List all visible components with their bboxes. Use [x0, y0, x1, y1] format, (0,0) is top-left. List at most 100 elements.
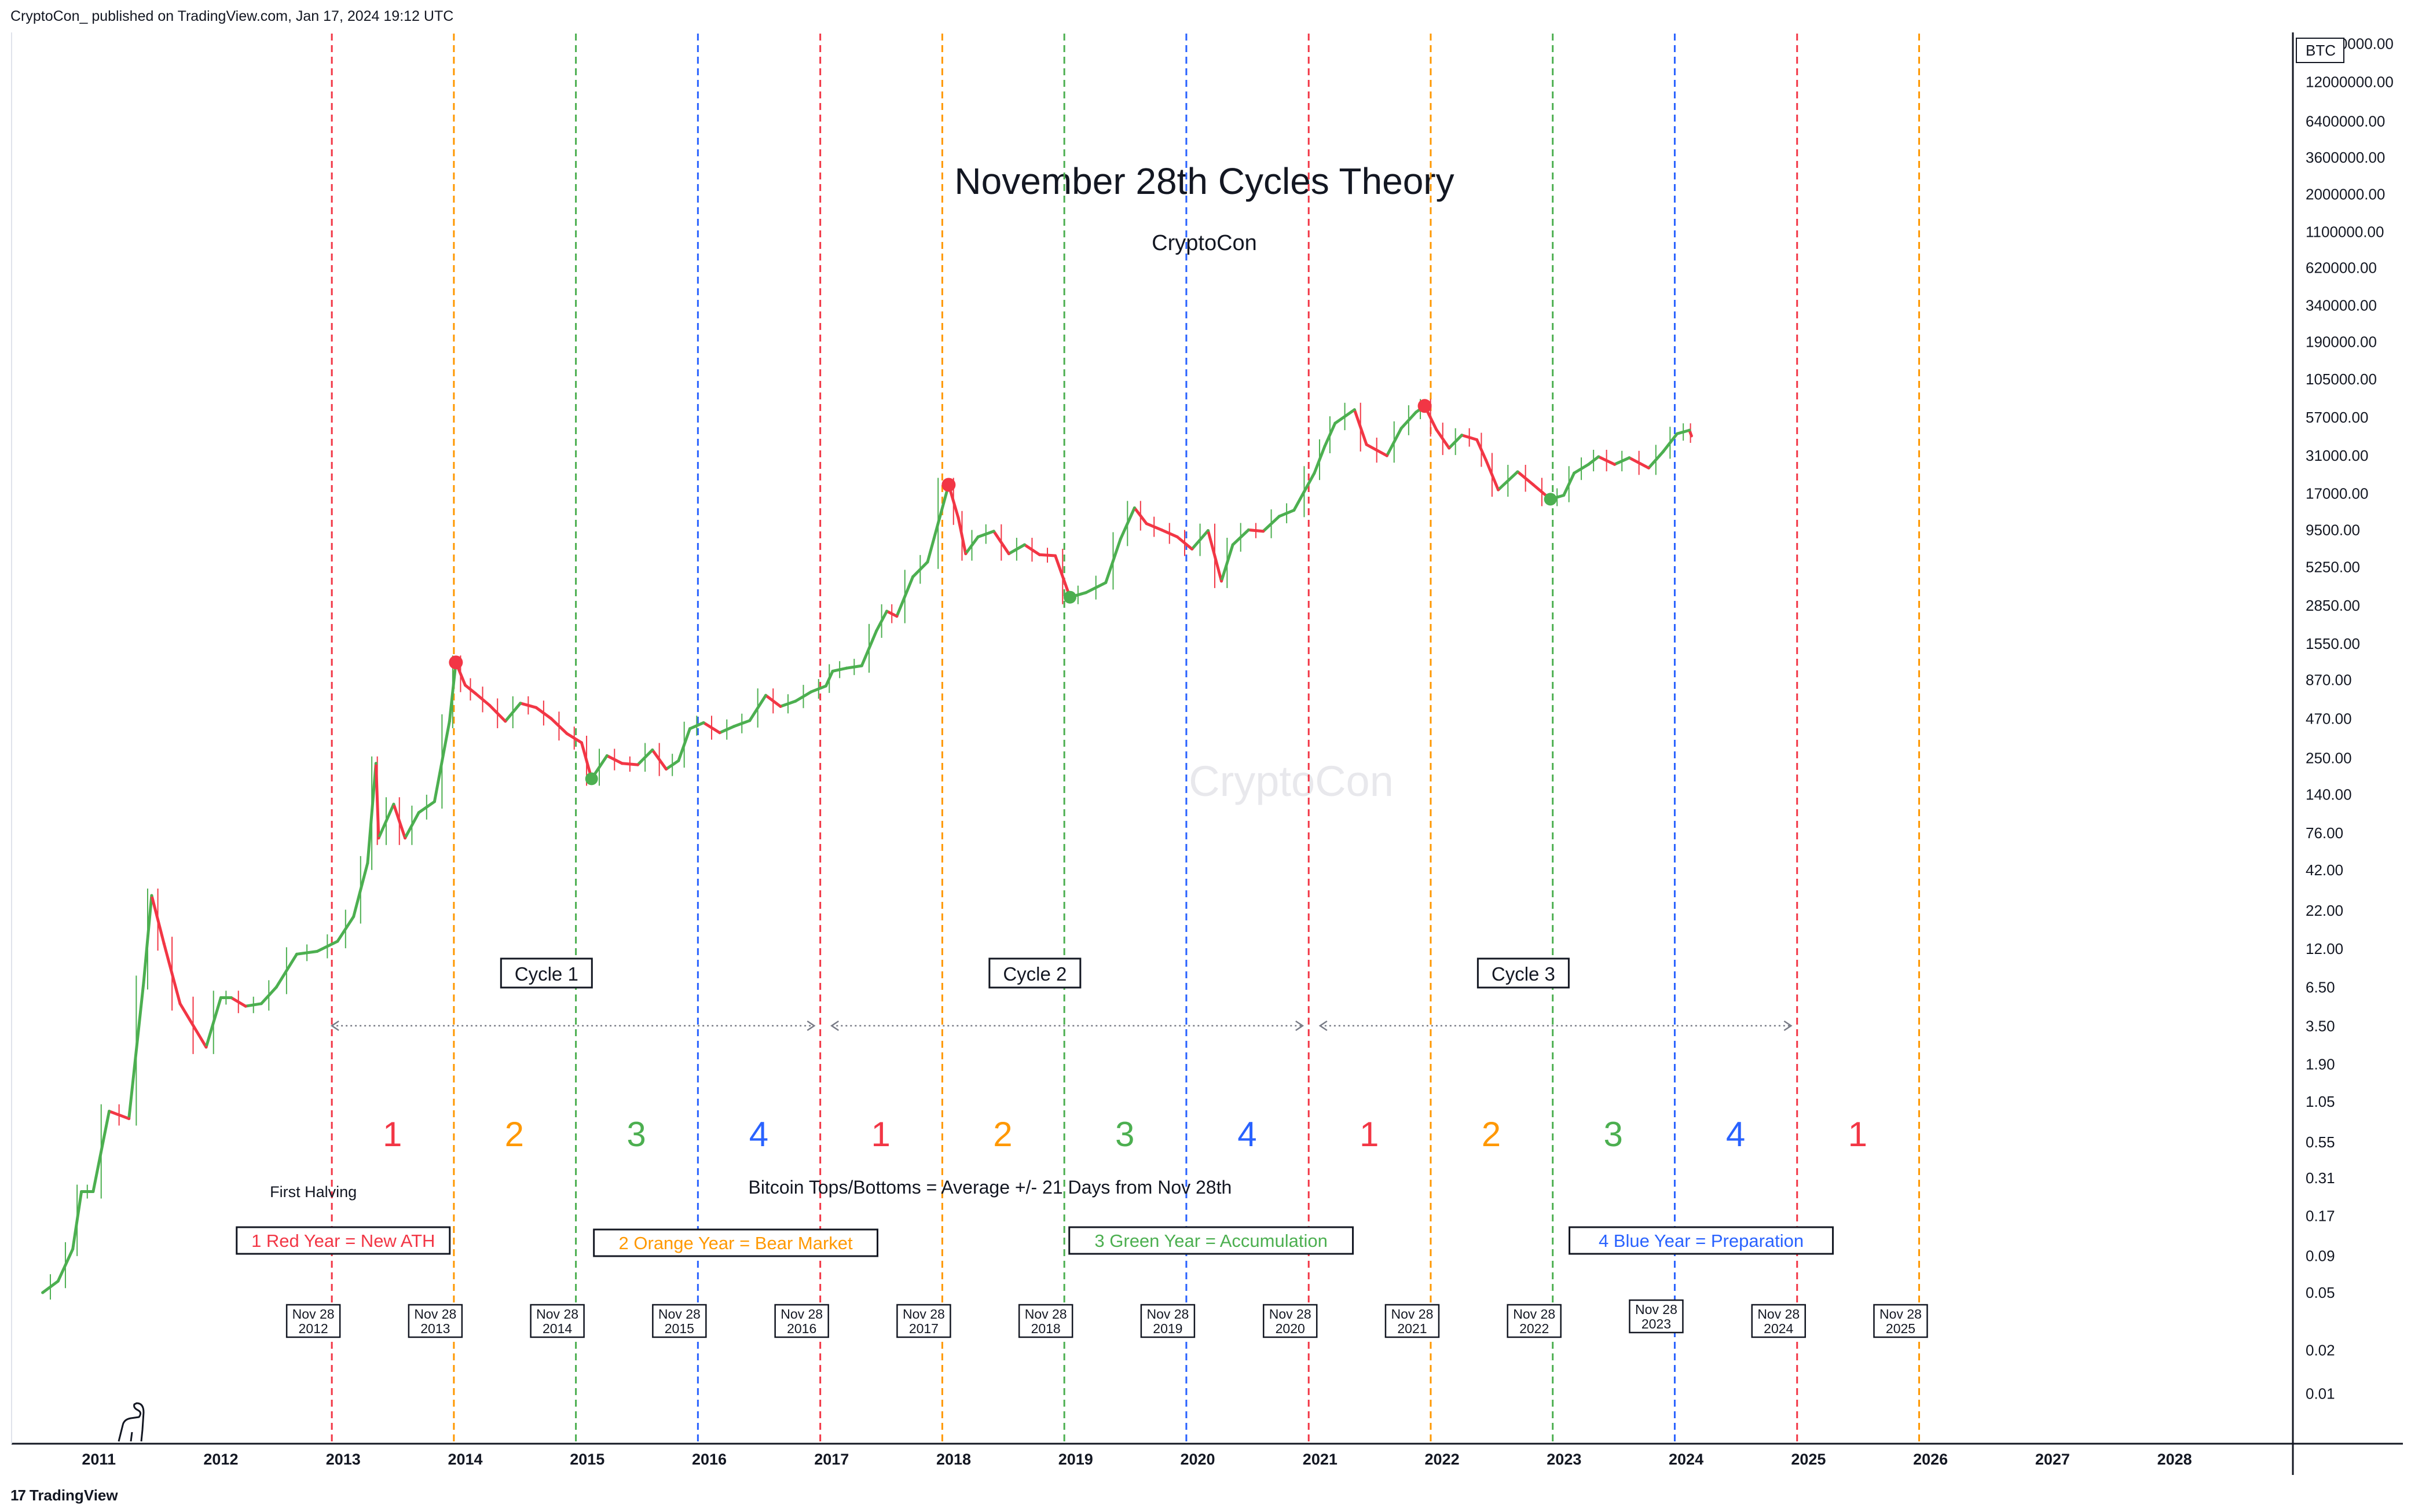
y-tick-label-28: 1.90 [2306, 1056, 2335, 1073]
y-tick-label-9: 190000.00 [2306, 333, 2377, 351]
price-point-81 [1175, 535, 1179, 538]
date-label-line1: Nov 28 [536, 1307, 578, 1322]
x-tick-label-13: 2023 [1547, 1451, 1581, 1468]
price-point-26 [404, 836, 407, 840]
year-number-8: 4 [1237, 1115, 1256, 1154]
price-point-99 [1435, 428, 1438, 431]
price-point-76 [1104, 581, 1108, 585]
tradingview-footer[interactable]: 17 TradingView [10, 1487, 118, 1504]
price-point-83 [1206, 529, 1210, 533]
price-point-88 [1277, 515, 1281, 518]
date-label-line2: 2018 [1031, 1321, 1061, 1336]
year-number-2: 2 [505, 1115, 524, 1154]
cycle-label-3: Cycle 3 [1492, 963, 1555, 985]
date-label-line1: Nov 28 [292, 1307, 335, 1322]
x-tick-label-18: 2028 [2157, 1451, 2192, 1468]
price-point-1 [41, 1291, 45, 1294]
cycle-label-box-2 [988, 957, 1082, 989]
price-point-18 [295, 952, 298, 956]
date-label-box-3 [530, 1304, 585, 1338]
legend-box-3 [1068, 1226, 1354, 1255]
price-point-66 [957, 516, 960, 520]
date-label-box-8 [1140, 1304, 1196, 1338]
chart-title: November 28th Cycles Theory [954, 160, 1454, 202]
date-label-line1: Nov 28 [1513, 1307, 1555, 1322]
date-label-line1: Nov 28 [414, 1307, 456, 1322]
date-label-box-4 [652, 1304, 707, 1338]
price-point-52 [764, 693, 768, 697]
cycle-top-marker-3 [1417, 399, 1432, 413]
date-label-line1: Nov 28 [1879, 1307, 1922, 1322]
price-point-97 [1415, 410, 1418, 414]
x-tick-label-1: 2011 [82, 1451, 116, 1468]
price-point-17 [274, 985, 278, 989]
price-point-15 [244, 1004, 247, 1008]
price-point-93 [1353, 408, 1356, 412]
price-point-95 [1385, 454, 1388, 457]
x-tick-label-3: 2013 [326, 1451, 361, 1468]
price-point-6 [108, 1110, 111, 1113]
price-point-78 [1133, 506, 1136, 509]
price-point-22 [366, 861, 369, 865]
price-point-10 [162, 942, 166, 945]
year-number-6: 2 [993, 1115, 1012, 1154]
y-tick-label-23: 42.00 [2306, 861, 2343, 879]
y-tick-label-6: 1100000.00 [2306, 223, 2384, 240]
x-tick-label-7: 2017 [814, 1451, 849, 1468]
cycle-range-start-arrow [330, 1020, 339, 1032]
x-tick-label-2: 2012 [203, 1451, 238, 1468]
cycle-range-end-arrow [1783, 1020, 1793, 1032]
y-tick-label-30: 0.55 [2306, 1133, 2335, 1151]
cycle-label-box-3 [1476, 957, 1570, 989]
price-point-61 [885, 610, 889, 613]
price-point-62 [895, 615, 899, 618]
price-point-41 [605, 754, 609, 757]
y-tick-label-36: 0.01 [2306, 1385, 2335, 1402]
price-point-2 [56, 1279, 60, 1283]
year-number-3: 3 [626, 1115, 646, 1154]
price-point-29 [448, 720, 451, 723]
y-tick-label-33: 0.09 [2306, 1247, 2335, 1264]
price-point-36 [534, 706, 538, 709]
date-label-line2: 2014 [543, 1321, 572, 1336]
price-point-72 [1038, 553, 1041, 556]
price-point-51 [748, 719, 752, 722]
price-point-50 [732, 725, 736, 728]
date-label-line2: 2016 [787, 1321, 816, 1336]
legend-box-1 [236, 1226, 451, 1255]
y-tick-label-34: 0.05 [2306, 1284, 2335, 1301]
chart-subtitle: CryptoCon [1152, 231, 1257, 255]
date-label-line1: Nov 28 [781, 1307, 823, 1322]
price-point-73 [1054, 554, 1057, 557]
price-point-25 [392, 802, 395, 806]
price-point-48 [702, 721, 705, 724]
year-number-12: 4 [1726, 1115, 1745, 1154]
y-tick-label-18: 870.00 [2306, 671, 2352, 689]
date-label-line1: Nov 28 [1757, 1307, 1800, 1322]
symbol-label: BTC [2306, 42, 2336, 59]
price-point-16 [259, 1002, 263, 1005]
price-point-103 [1484, 458, 1487, 461]
tradingview-logo-icon: 17 [10, 1487, 26, 1504]
price-point-75 [1084, 591, 1088, 594]
year-number-7: 3 [1115, 1115, 1134, 1154]
price-point-92 [1333, 421, 1337, 425]
price-point-63 [911, 575, 915, 578]
x-tick-label-14: 2024 [1669, 1451, 1703, 1468]
year-number-4: 4 [749, 1115, 768, 1154]
y-tick-label-16: 2850.00 [2306, 597, 2360, 614]
cycle-range-start-arrow [830, 1020, 839, 1032]
price-point-38 [565, 732, 569, 735]
date-label-box-9 [1262, 1304, 1318, 1338]
price-point-79 [1145, 522, 1148, 526]
y-tick-label-25: 12.00 [2306, 940, 2343, 957]
price-point-34 [504, 720, 507, 723]
price-point-28 [433, 800, 436, 803]
price-point-13 [219, 996, 222, 999]
price-point-39 [580, 741, 583, 744]
date-label-box-1 [285, 1304, 341, 1338]
x-tick-label-10: 2020 [1180, 1451, 1215, 1468]
price-point-55 [809, 690, 813, 693]
date-label-line2: 2020 [1276, 1321, 1305, 1336]
